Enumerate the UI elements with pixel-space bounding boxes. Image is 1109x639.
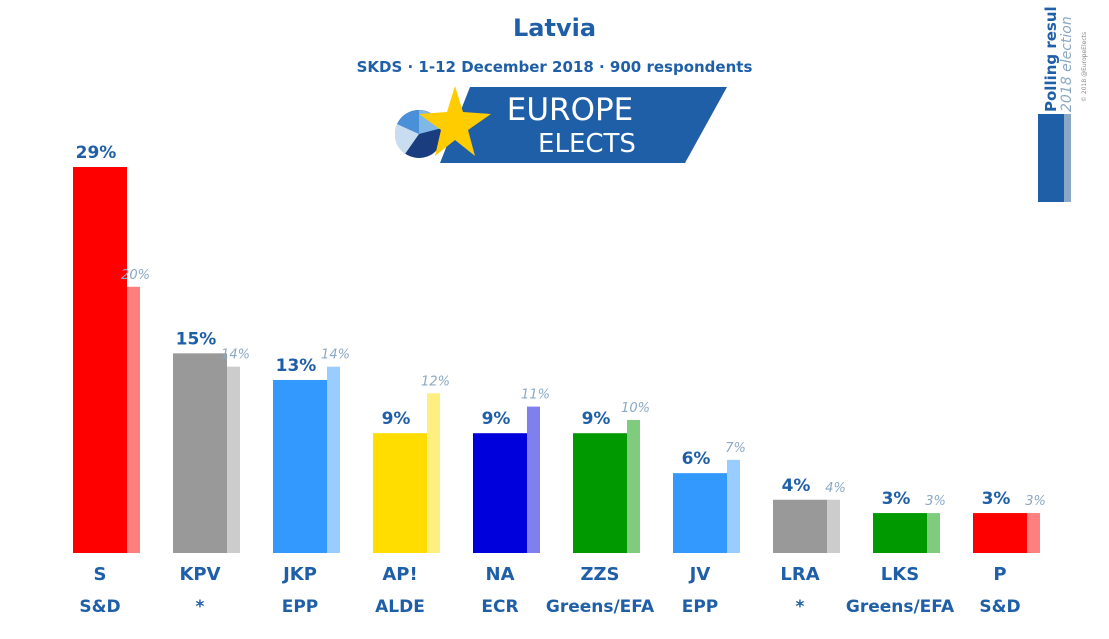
- party-label-0: S: [94, 564, 107, 585]
- party-label-6: JV: [688, 564, 711, 585]
- party-label-5: ZZS: [580, 564, 619, 585]
- group-label-4: ECR: [481, 597, 518, 617]
- prev-label-6: 7%: [725, 441, 746, 456]
- bar-4: [473, 433, 527, 553]
- party-label-1: KPV: [179, 564, 220, 585]
- prev-bar-5: [627, 419, 640, 553]
- prev-bar-8: [927, 513, 940, 553]
- prev-label-7: 4%: [825, 481, 846, 496]
- bar-2: [273, 379, 327, 553]
- prev-bar-0: [127, 286, 140, 553]
- copyright: © 2018 @EuropeElects: [1081, 32, 1088, 102]
- value-label-1: 15%: [176, 329, 217, 349]
- bar-6: [673, 473, 727, 553]
- party-label-3: AP!: [382, 564, 417, 585]
- group-label-3: ALDE: [375, 597, 425, 617]
- party-label-2: JKP: [281, 564, 317, 585]
- group-label-0: S&D: [79, 597, 120, 617]
- party-label-9: P: [993, 564, 1006, 585]
- prev-label-9: 3%: [1025, 494, 1046, 509]
- prev-label-1: 14%: [221, 348, 250, 363]
- prev-label-3: 12%: [421, 374, 450, 389]
- prev-label-0: 20%: [121, 268, 150, 283]
- bar-9: [973, 513, 1027, 553]
- group-label-7: *: [796, 597, 805, 617]
- prev-label-2: 14%: [321, 348, 350, 363]
- prev-bar-4: [527, 406, 540, 553]
- bar-1: [173, 353, 227, 553]
- group-label-9: S&D: [979, 597, 1020, 617]
- logo-line2: ELECTS: [538, 129, 636, 159]
- value-label-3: 9%: [382, 409, 411, 429]
- chart-title: Latvia: [512, 14, 597, 42]
- prev-label-8: 3%: [925, 494, 946, 509]
- prev-bar-2: [327, 366, 340, 553]
- europe-elects-logo: EUROPE ELECTS: [395, 86, 727, 163]
- legend-current: Polling result: [1042, 6, 1060, 112]
- group-label-1: *: [196, 597, 205, 617]
- legend-badge: Polling result 2018 election © 2018 @Eur…: [1038, 6, 1088, 202]
- value-label-2: 13%: [276, 356, 317, 376]
- value-label-8: 3%: [882, 489, 911, 509]
- group-label-5: Greens/EFA: [546, 597, 655, 617]
- prev-bar-9: [1027, 513, 1040, 553]
- legend-previous: 2018 election: [1059, 16, 1075, 112]
- value-label-0: 29%: [76, 143, 117, 163]
- group-label-8: Greens/EFA: [846, 597, 955, 617]
- value-label-5: 9%: [582, 409, 611, 429]
- prev-bar-7: [827, 499, 840, 553]
- party-label-4: NA: [486, 564, 515, 585]
- value-label-6: 6%: [682, 449, 711, 469]
- value-label-9: 3%: [982, 489, 1011, 509]
- value-label-4: 9%: [482, 409, 511, 429]
- bar-8: [873, 513, 927, 553]
- prev-label-5: 10%: [621, 401, 650, 416]
- chart-subtitle: SKDS · 1-12 December 2018 · 900 responde…: [356, 58, 753, 76]
- group-label-6: EPP: [682, 597, 719, 617]
- group-label-2: EPP: [282, 597, 319, 617]
- prev-label-4: 11%: [521, 388, 550, 403]
- bar-5: [573, 433, 627, 553]
- party-label-7: LRA: [780, 564, 819, 585]
- logo-line1: EUROPE: [507, 92, 634, 128]
- bar-0: [73, 167, 127, 553]
- prev-bar-3: [427, 393, 440, 553]
- prev-bar-1: [227, 366, 240, 553]
- bar-7: [773, 499, 827, 553]
- prev-bar-6: [727, 459, 740, 553]
- value-label-7: 4%: [782, 476, 811, 496]
- bar-3: [373, 433, 427, 553]
- party-label-8: LKS: [881, 564, 919, 585]
